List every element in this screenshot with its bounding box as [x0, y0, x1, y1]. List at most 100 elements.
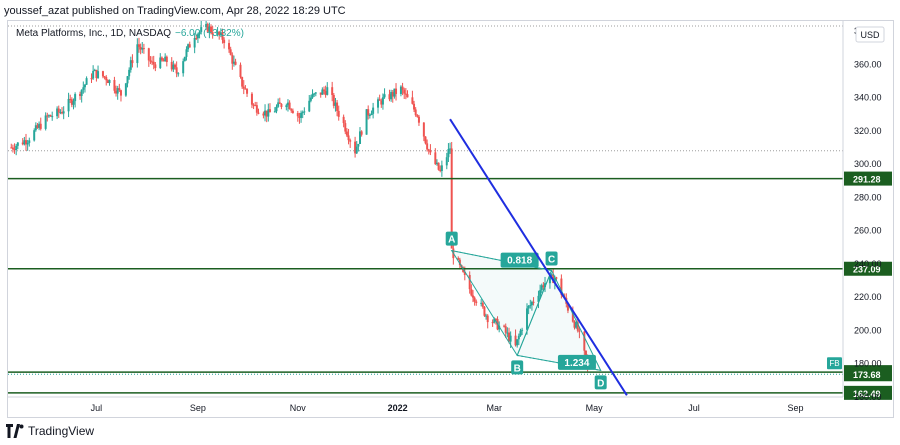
candle-body: [321, 89, 324, 95]
candle-body: [280, 103, 283, 108]
candle-body: [221, 32, 224, 40]
candle-body: [434, 152, 437, 165]
price-tick-label: 340.00: [854, 93, 882, 103]
candle-body: [322, 89, 325, 91]
price-axis[interactable]: 380.00360.00340.00320.00300.00280.00260.…: [842, 21, 882, 402]
candle-body: [342, 116, 345, 124]
candle-body: [308, 100, 311, 112]
candle-body: [262, 113, 265, 116]
time-tick-label: Jul: [688, 403, 700, 413]
candle-body: [21, 142, 24, 145]
level-price-box: [844, 261, 892, 276]
candle-body: [74, 94, 77, 102]
candle-body: [578, 330, 581, 332]
harmonic-pattern[interactable]: 0.818 1.234 A B C D: [445, 231, 607, 390]
candle-body: [255, 105, 258, 113]
pattern-point-label[interactable]: A: [448, 235, 455, 246]
candle-body: [573, 321, 576, 328]
candle-body: [377, 99, 380, 108]
candle-body: [92, 70, 95, 79]
candle-body: [571, 310, 574, 322]
candle-body: [526, 308, 529, 330]
candle-body: [126, 76, 129, 84]
candle-body: [450, 148, 453, 249]
candle-body: [290, 109, 293, 111]
candle-body: [70, 99, 73, 105]
candle-body: [101, 71, 104, 77]
currency-label: USD: [860, 30, 880, 40]
candle-body: [414, 109, 417, 116]
pattern-point-label[interactable]: D: [597, 378, 604, 389]
candle-body: [231, 54, 234, 64]
candle-body: [205, 24, 208, 28]
candle-body: [401, 86, 404, 90]
candle-body: [242, 86, 245, 89]
candle-body: [278, 102, 281, 104]
candle-body: [264, 110, 267, 116]
candle-body: [445, 157, 448, 166]
trendline[interactable]: [449, 118, 628, 396]
pattern-point-label[interactable]: C: [548, 255, 555, 266]
candle-body: [403, 89, 406, 94]
ratio-label[interactable]: 0.818: [507, 256, 532, 267]
candle-body: [426, 143, 429, 150]
level-price-label[interactable]: 162.49: [853, 389, 881, 399]
candle-body: [183, 56, 186, 62]
candle-body: [560, 278, 563, 295]
candle-body: [540, 285, 543, 291]
tradingview-logo-icon[interactable]: [6, 424, 24, 438]
time-axis[interactable]: Jul Sep Nov 2022 Mar May Jul Sep: [8, 396, 843, 413]
level-price-label[interactable]: 291.28: [853, 175, 881, 185]
candle-body: [311, 93, 314, 98]
publication-info: youssef_azat published on TradingView.co…: [4, 5, 346, 17]
candle-body: [491, 322, 494, 324]
candle-body: [503, 325, 506, 327]
candle-body: [175, 67, 178, 74]
current-price-label[interactable]: 173.68: [853, 370, 881, 380]
candle-body: [355, 146, 358, 154]
currency-button[interactable]: USD: [855, 26, 885, 43]
candle-body: [399, 86, 402, 94]
candle-body: [485, 315, 488, 317]
legend: Meta Platforms, Inc., 1D, NASDAQ −6.00 (…: [16, 28, 244, 39]
candle-body: [159, 57, 162, 68]
candle-body: [44, 115, 47, 129]
candle-body: [359, 131, 362, 144]
candle-body: [187, 44, 190, 50]
candle-body: [435, 162, 438, 165]
candle-body: [470, 289, 473, 296]
candle-body: [416, 115, 419, 117]
candle-body: [252, 104, 255, 106]
candle-body: [516, 339, 519, 346]
candle-body: [463, 271, 466, 275]
pattern-point-label[interactable]: B: [514, 363, 521, 374]
candle-body: [80, 89, 83, 96]
candle-body: [475, 301, 478, 303]
candle-body: [286, 102, 289, 106]
ratio-label-box: [557, 354, 596, 370]
candle-body: [344, 123, 347, 132]
candle-body: [85, 78, 88, 85]
candle-body: [239, 64, 242, 78]
candle-body: [28, 140, 31, 143]
time-tick-label: Sep: [190, 403, 206, 413]
candle-body: [537, 295, 540, 302]
candle-body: [277, 102, 280, 107]
candle-body: [211, 32, 214, 35]
candle-body: [439, 169, 442, 172]
candle-body: [118, 88, 121, 91]
candle-body: [108, 80, 111, 84]
candle-body: [324, 90, 327, 95]
candle-body: [391, 92, 394, 97]
price-tick-label: 280.00: [854, 192, 882, 202]
candle-body: [95, 69, 98, 78]
candle-body: [59, 112, 62, 114]
candle-body: [298, 116, 301, 118]
level-price-label[interactable]: 237.09: [853, 265, 881, 275]
candle-body: [218, 31, 221, 35]
ratio-label[interactable]: 1.234: [564, 358, 589, 369]
symbol-tag[interactable]: FB: [829, 359, 839, 368]
